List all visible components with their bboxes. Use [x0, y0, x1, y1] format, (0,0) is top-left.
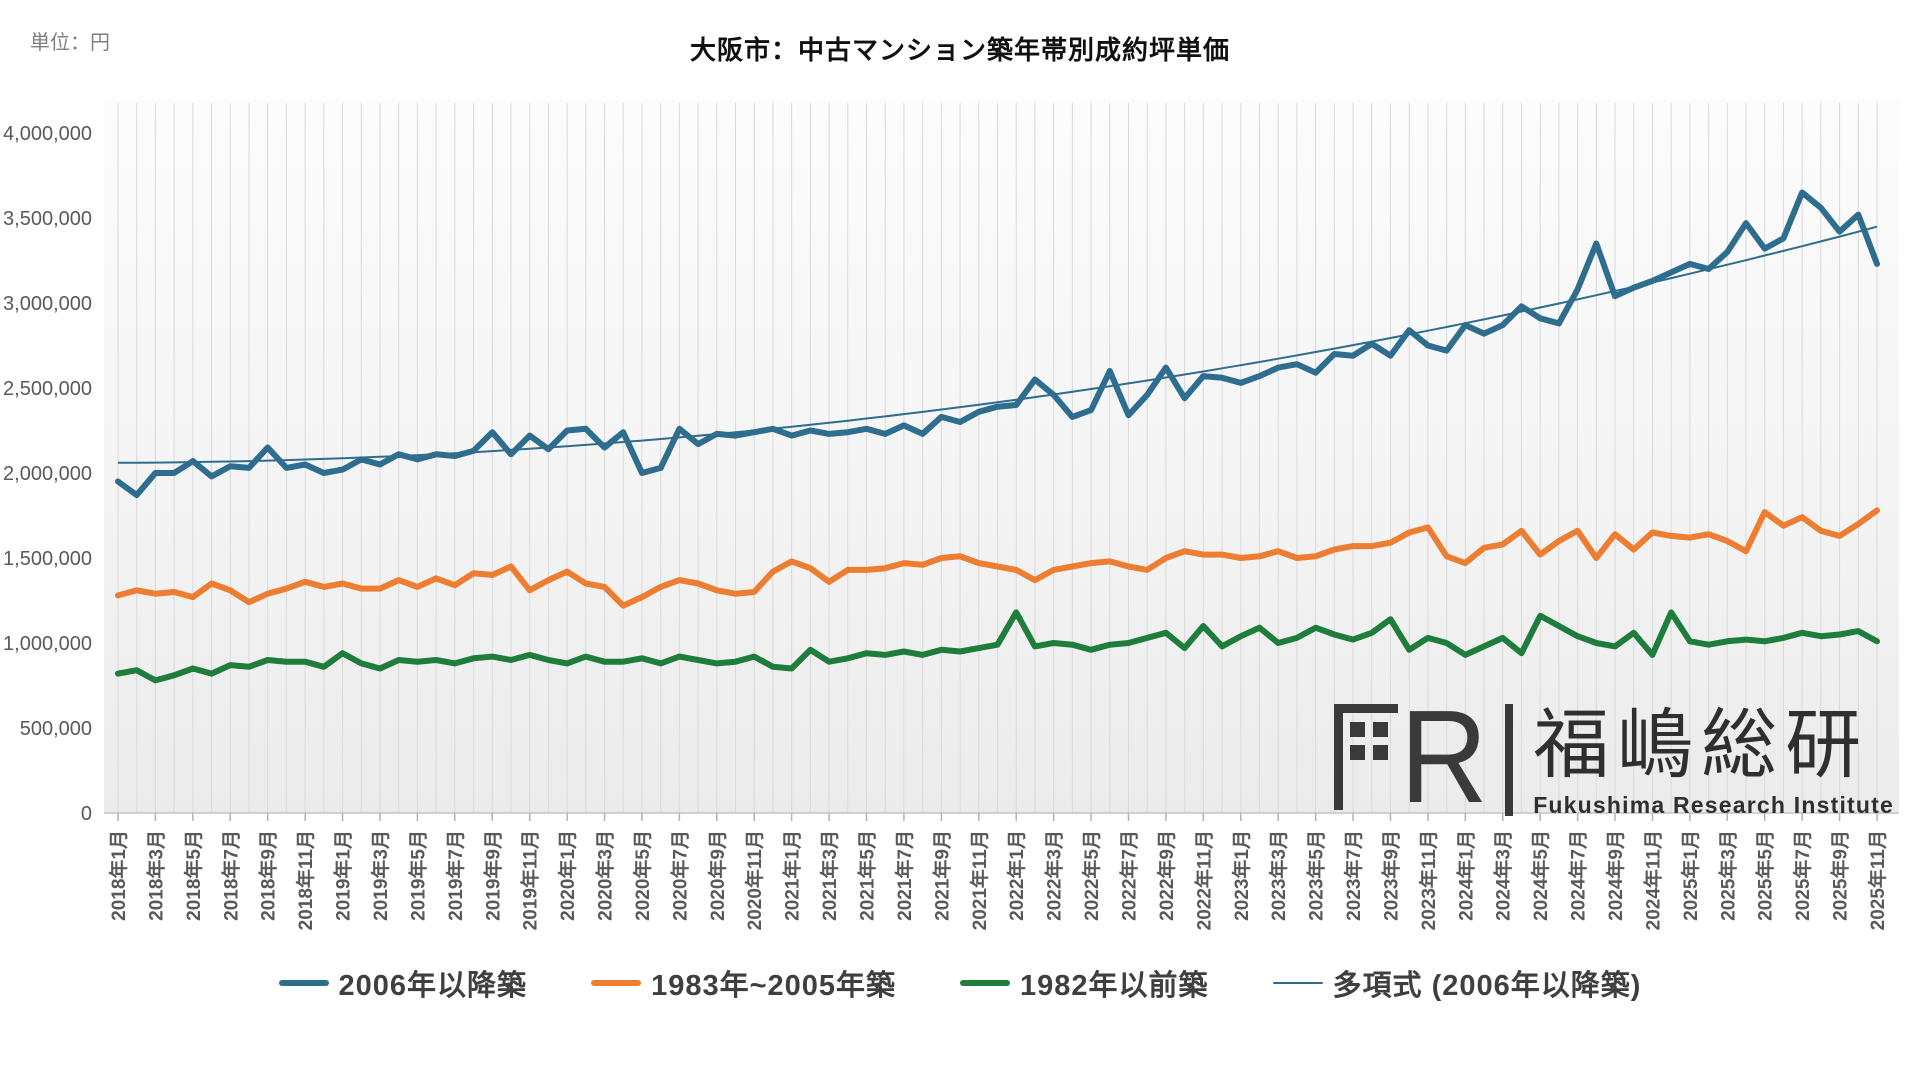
svg-text:2021年3月: 2021年3月: [818, 830, 841, 921]
svg-text:2023年3月: 2023年3月: [1267, 830, 1290, 921]
svg-text:2020年1月: 2020年1月: [556, 830, 579, 921]
svg-text:2019年7月: 2019年7月: [444, 830, 467, 921]
svg-text:2022年3月: 2022年3月: [1043, 830, 1066, 921]
svg-text:2019年3月: 2019年3月: [369, 830, 392, 921]
svg-text:2018年3月: 2018年3月: [144, 830, 167, 921]
svg-text:1,500,000: 1,500,000: [3, 548, 92, 570]
legend-swatch-blue-line: [278, 980, 329, 986]
legend-swatch-trendline: [1272, 982, 1323, 984]
svg-text:2024年1月: 2024年1月: [1454, 830, 1477, 921]
svg-text:2022年7月: 2022年7月: [1117, 830, 1140, 921]
svg-text:2020年5月: 2020年5月: [631, 830, 654, 921]
fri-logo-i-glyph-icon: [1505, 704, 1514, 816]
svg-text:0: 0: [81, 803, 92, 825]
svg-text:2025年7月: 2025年7月: [1791, 830, 1814, 921]
svg-text:2021年11月: 2021年11月: [968, 830, 991, 930]
x-axis-ticks: [117, 813, 1878, 821]
svg-text:2021年7月: 2021年7月: [893, 830, 916, 921]
svg-text:3,500,000: 3,500,000: [3, 208, 92, 230]
svg-text:2021年1月: 2021年1月: [781, 830, 804, 921]
fri-logo-r-glyph: R: [1399, 683, 1488, 830]
svg-text:2020年11月: 2020年11月: [743, 830, 766, 930]
svg-text:2024年3月: 2024年3月: [1492, 830, 1515, 921]
legend-label: 多項式 (2006年以降築): [1332, 970, 1642, 1002]
svg-text:2020年7月: 2020年7月: [668, 830, 691, 921]
svg-text:2023年5月: 2023年5月: [1305, 830, 1328, 921]
legend-label: 1983年~2005年築: [651, 970, 897, 1002]
trendline: [117, 225, 1878, 464]
svg-text:2,500,000: 2,500,000: [3, 378, 92, 400]
legend-swatch-orange-line: [591, 980, 642, 986]
legend-label: 2006年以降築: [338, 970, 528, 1002]
svg-text:2024年7月: 2024年7月: [1567, 830, 1590, 921]
svg-text:2021年9月: 2021年9月: [930, 830, 953, 921]
svg-text:2020年3月: 2020年3月: [594, 830, 617, 921]
svg-text:2022年1月: 2022年1月: [1005, 830, 1028, 921]
svg-text:2022年11月: 2022年11月: [1192, 830, 1215, 930]
svg-text:2019年9月: 2019年9月: [481, 830, 504, 921]
logo-name-english: Fukushima Research Institute: [1533, 792, 1894, 818]
svg-text:2024年9月: 2024年9月: [1604, 830, 1627, 921]
svg-text:2025年11月: 2025年11月: [1866, 830, 1889, 930]
y-axis-labels: 0 500,000 1,000,000 1,500,000 2,000,000 2,500…: [3, 123, 92, 825]
svg-text:2018年11月: 2018年11月: [294, 830, 317, 930]
svg-text:3,000,000: 3,000,000: [3, 293, 92, 315]
svg-text:2019年11月: 2019年11月: [519, 830, 542, 930]
series-line-2: [115, 609, 1880, 684]
svg-text:2021年5月: 2021年5月: [856, 830, 879, 921]
fri-logo-f-glyph-icon: [1333, 704, 1398, 810]
svg-text:2018年1月: 2018年1月: [107, 830, 130, 921]
svg-text:2025年1月: 2025年1月: [1679, 830, 1702, 921]
svg-text:2023年7月: 2023年7月: [1342, 830, 1365, 921]
legend-swatch-green-line: [960, 980, 1011, 986]
series-line-0: [115, 189, 1880, 499]
legend-label: 1982年以前築: [1020, 970, 1209, 1002]
svg-text:2024年11月: 2024年11月: [1641, 830, 1664, 930]
svg-text:2018年5月: 2018年5月: [182, 830, 205, 921]
fri-logo-mark: R: [1333, 683, 1514, 830]
svg-text:2023年1月: 2023年1月: [1230, 830, 1253, 921]
chart-title: 大阪市：中古マンション築年帯別成約坪単価: [689, 35, 1230, 65]
svg-text:2025年9月: 2025年9月: [1829, 830, 1852, 921]
series-line-1: [115, 507, 1880, 609]
legend-item-trendline: 多項式 (2006年以降築): [1272, 962, 1642, 1004]
svg-text:2018年9月: 2018年9月: [257, 830, 280, 921]
svg-text:2022年5月: 2022年5月: [1080, 830, 1103, 921]
svg-text:1,000,000: 1,000,000: [3, 633, 92, 655]
svg-text:2022年9月: 2022年9月: [1155, 830, 1178, 921]
x-axis-labels: 2018年1月 2018年3月 2018年5月 2018年7月 2018年9月 2018年…: [107, 830, 1889, 930]
legend-item-2006-and-later: 2006年以降築: [278, 962, 528, 1004]
svg-text:500,000: 500,000: [20, 718, 92, 740]
svg-text:2018年7月: 2018年7月: [219, 830, 242, 921]
svg-text:2,000,000: 2,000,000: [3, 463, 92, 485]
legend-item-1983-2005: 1983年~2005年築: [591, 962, 896, 1004]
svg-text:4,000,000: 4,000,000: [3, 123, 92, 145]
svg-text:2025年5月: 2025年5月: [1754, 830, 1777, 921]
svg-text:2024年5月: 2024年5月: [1529, 830, 1552, 921]
svg-text:2019年5月: 2019年5月: [406, 830, 429, 921]
svg-text:2020年9月: 2020年9月: [706, 830, 729, 921]
y-axis-unit-label: 単位：円: [30, 32, 110, 54]
svg-text:2019年1月: 2019年1月: [332, 830, 355, 921]
fukushima-research-institute-logo: R 福嶋総研 Fukushima Research Institute: [1333, 683, 1894, 830]
legend-item-1982-and-before: 1982年以前築: [960, 962, 1209, 1004]
chart-legend: 2006年以降築 1983年~2005年築 1982年以前築 多項式 (2006…: [0, 962, 1920, 1004]
svg-text:2025年3月: 2025年3月: [1716, 830, 1739, 921]
svg-text:2023年9月: 2023年9月: [1379, 830, 1402, 921]
logo-name-japanese: 福嶋総研: [1533, 703, 1870, 788]
svg-text:2023年11月: 2023年11月: [1417, 830, 1440, 930]
